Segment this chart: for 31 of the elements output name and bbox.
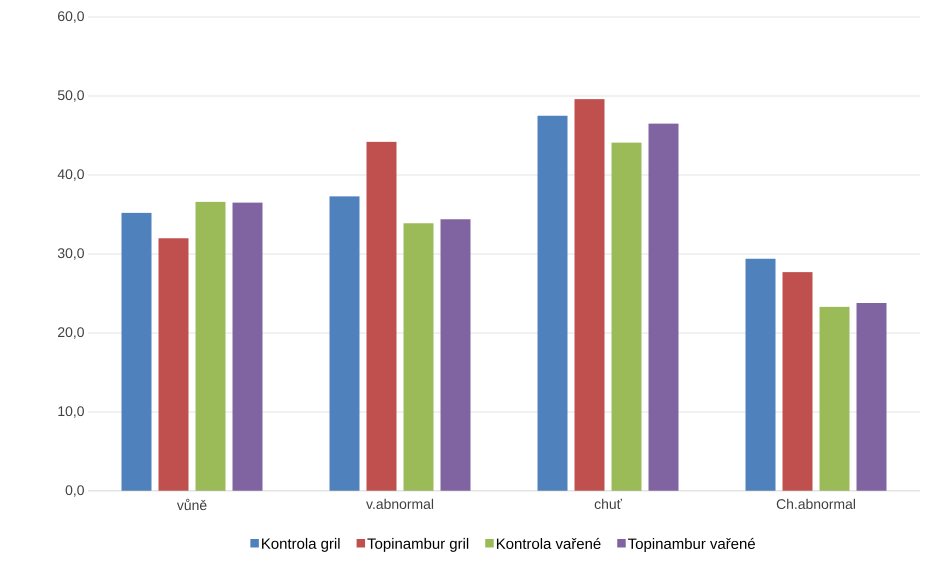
bar (574, 99, 605, 491)
legend-label: Kontrola gril (262, 538, 340, 552)
bar (746, 258, 776, 491)
bar (782, 272, 813, 491)
y-tick-label: 0,0 (66, 485, 84, 497)
y-tick-label: 60,0 (58, 11, 84, 23)
x-tick-label: v.abnormal (366, 498, 434, 510)
legend-label: Topinambur gril (367, 538, 468, 552)
y-tick-label: 10,0 (58, 406, 84, 418)
bar (232, 202, 263, 491)
bar (612, 142, 642, 491)
bar (196, 202, 226, 491)
y-tick-label: 50,0 (58, 90, 84, 102)
bar (158, 238, 189, 491)
bar (122, 212, 152, 491)
bar (366, 142, 397, 491)
bar (404, 223, 434, 491)
y-tick-label: 30,0 (58, 248, 84, 260)
x-tick-label: Ch.abnormal (776, 498, 855, 510)
x-tick-label: vůně (176, 498, 207, 510)
bar (440, 219, 471, 491)
x-tick-label: chuť (594, 498, 622, 510)
bar (330, 196, 360, 491)
bar (820, 306, 850, 491)
bar (538, 116, 568, 491)
y-tick-label: 20,0 (58, 327, 84, 339)
legend-label: Topinambur vařené (628, 538, 755, 552)
y-tick-label: 40,0 (58, 169, 84, 181)
bar (648, 124, 679, 491)
legend-label: Kontrola vařené (496, 538, 601, 549)
bar (856, 302, 887, 491)
